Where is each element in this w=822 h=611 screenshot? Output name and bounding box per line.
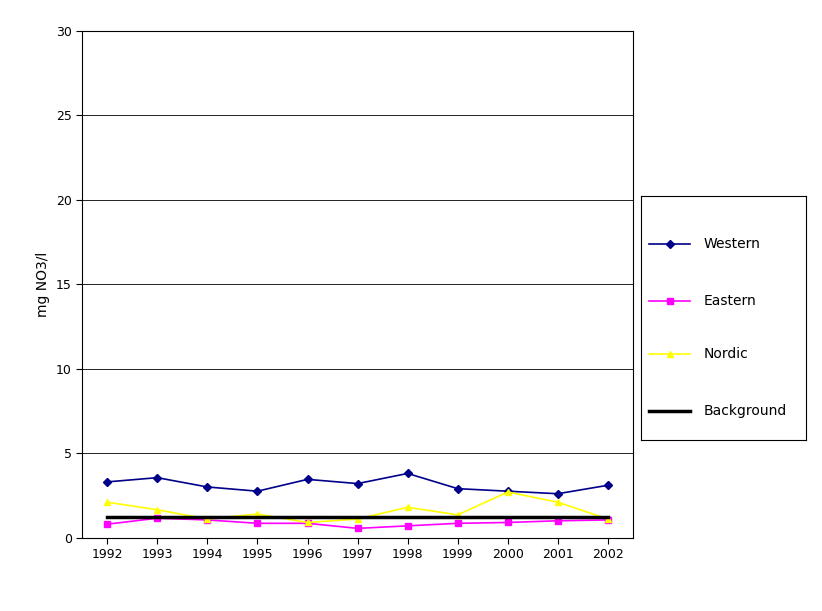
Eastern — [353, 525, 363, 532]
Eastern — [252, 519, 262, 527]
Eastern — [202, 516, 212, 524]
Nordic — [102, 499, 112, 506]
Text: Background: Background — [704, 404, 787, 417]
Western — [403, 470, 413, 477]
Text: Western: Western — [704, 238, 760, 251]
Nordic — [353, 516, 363, 523]
Text: Nordic: Nordic — [704, 348, 748, 361]
Nordic — [453, 511, 463, 519]
Western — [202, 483, 212, 491]
Eastern — [152, 514, 162, 522]
Y-axis label: mg NO3/l: mg NO3/l — [36, 252, 50, 316]
Nordic — [403, 503, 413, 511]
Nordic — [553, 499, 563, 506]
Line: Eastern: Eastern — [104, 516, 611, 531]
Nordic — [503, 488, 513, 496]
Western — [603, 481, 613, 489]
Nordic — [202, 516, 212, 523]
Eastern — [102, 521, 112, 528]
Western — [453, 485, 463, 492]
Western — [353, 480, 363, 487]
Eastern — [553, 517, 563, 524]
Western — [302, 476, 312, 483]
Western — [553, 490, 563, 497]
Text: Eastern: Eastern — [704, 294, 756, 307]
Western — [152, 474, 162, 481]
Eastern — [603, 516, 613, 524]
Nordic — [152, 506, 162, 513]
Nordic — [302, 519, 312, 526]
Western — [503, 488, 513, 495]
Western — [252, 488, 262, 495]
Eastern — [302, 519, 312, 527]
Western — [102, 478, 112, 486]
Nordic — [603, 516, 613, 523]
Line: Western: Western — [104, 470, 611, 497]
Eastern — [403, 522, 413, 530]
Line: Nordic: Nordic — [104, 489, 612, 526]
Eastern — [503, 519, 513, 526]
Nordic — [252, 510, 262, 518]
Eastern — [453, 519, 463, 527]
